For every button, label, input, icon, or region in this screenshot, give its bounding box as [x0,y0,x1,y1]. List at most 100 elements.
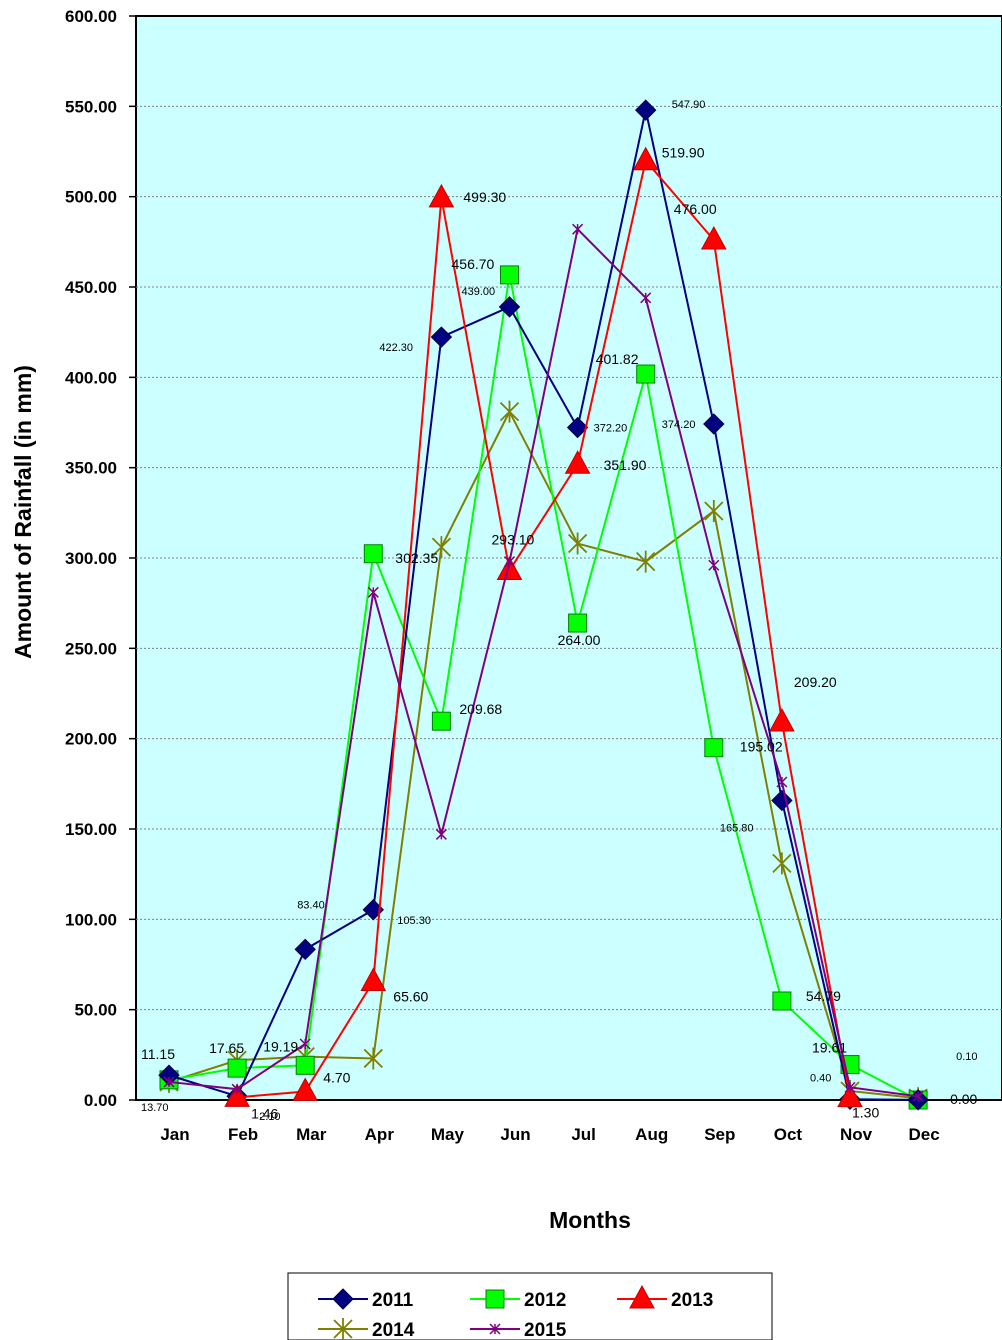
legend: 2011 2012 2013 2014 2015 [287,1272,773,1340]
x-tick-label: Dec [909,1125,940,1144]
data-label: 209.68 [459,701,502,717]
series-line [168,274,919,1101]
legend-item-2014: 2014 [318,1318,415,1340]
series-point [632,146,659,171]
series-point [227,1058,247,1078]
y-tick-label: 0.00 [84,1091,117,1110]
data-label: 401.82 [596,351,639,367]
series-point [500,265,519,285]
data-label: 65.60 [393,988,428,1004]
x-tick-label: Oct [774,1125,803,1144]
series-point [430,326,453,348]
data-label: 1.30 [852,1105,879,1121]
series-point [572,223,584,235]
series-layer [158,99,929,1111]
legend-item-2015: 2015 [470,1320,567,1340]
data-label: 4.70 [323,1070,350,1086]
legend-label: 2015 [524,1320,567,1340]
legend-label: 2014 [372,1320,415,1340]
series-point [435,828,447,840]
series-point [294,938,316,961]
data-label: 476.00 [674,201,717,217]
y-tick-label: 250.00 [65,639,117,658]
y-axis: 0.00 50.00 100.00 150.00 200.00 250.00 300.00 3… [65,7,136,1110]
series-point [640,292,652,304]
x-tick-label: Jun [500,1125,530,1144]
series-point [566,416,589,439]
data-label: 13.70 [141,1102,169,1114]
x-tick-label: Jan [160,1125,189,1144]
legend-item-2012: 2012 [470,1289,566,1311]
series-point [636,364,656,384]
y-tick-label: 100.00 [65,910,117,929]
y-tick-label: 350.00 [65,459,117,478]
y-tick-label: 550.00 [65,97,117,116]
data-label: 0.00 [950,1091,977,1107]
data-label: 19.61 [812,1040,847,1056]
series-point [912,1090,924,1102]
series-point [367,586,379,598]
series-point [636,550,656,573]
series-point [295,1055,315,1075]
data-label: 2.10 [259,1111,280,1123]
y-tick-label: 600.00 [65,7,117,26]
y-tick-label: 300.00 [65,549,117,568]
series-point [496,556,523,580]
y-tick-label: 450.00 [65,278,117,297]
series-point [771,789,793,812]
data-label: 17.65 [209,1040,244,1056]
series-point [299,1038,311,1050]
series-point [231,1083,243,1095]
x-axis: Jan Feb Mar Apr May Jun Jul Aug Sep Oct Nov Dec [160,1125,939,1144]
data-label: 519.90 [662,145,705,161]
legend-item-2011: 2011 [318,1288,414,1311]
x-tick-label: Mar [296,1125,327,1144]
series-point [485,1289,505,1309]
x-tick-label: Aug [635,1125,668,1144]
data-label: 195.02 [740,739,783,755]
series-point [629,1284,655,1309]
series-line [168,227,919,1098]
x-tick-label: Feb [228,1125,258,1144]
series-point [564,450,591,474]
series-point [567,532,588,555]
series-2011 [158,99,929,1111]
y-tick-label: 150.00 [65,820,117,839]
series-line [168,409,919,1100]
series-point [844,1081,856,1093]
series-line [237,158,851,1099]
data-label: 302.35 [395,550,438,566]
x-tick-label: May [431,1125,465,1144]
series-point [704,738,724,758]
y-tick-label: 500.00 [65,188,117,207]
data-label: 351.90 [604,457,647,473]
series-point [503,556,516,568]
data-label: 209.20 [794,674,837,690]
y-tick-label: 400.00 [65,368,117,387]
series-2015 [163,223,924,1102]
series-point [568,613,588,633]
series-point [363,544,383,564]
data-label: 1.46 [251,1105,278,1121]
series-point [332,1288,354,1310]
legend-label: 2013 [671,1290,713,1311]
data-label: 372.20 [594,423,628,435]
data-label: 374.20 [662,419,696,431]
gridlines [136,105,1002,1011]
series-point [224,1083,250,1107]
y-tick-label: 50.00 [74,1001,117,1020]
data-label: 439.00 [462,286,496,298]
legend-label: 2012 [524,1290,566,1311]
data-label: 547.90 [672,99,706,111]
data-label: 456.70 [452,256,495,272]
series-point [428,183,455,208]
data-label: 165.80 [720,822,754,834]
series-point [700,225,727,250]
y-axis-title: Amount of Rainfall (in mm) [10,365,36,659]
legend-item-2013: 2013 [617,1284,713,1311]
x-tick-label: Jul [571,1125,596,1144]
series-point [163,1076,175,1088]
series-point [333,1318,353,1340]
x-axis-title: Months [549,1207,631,1233]
